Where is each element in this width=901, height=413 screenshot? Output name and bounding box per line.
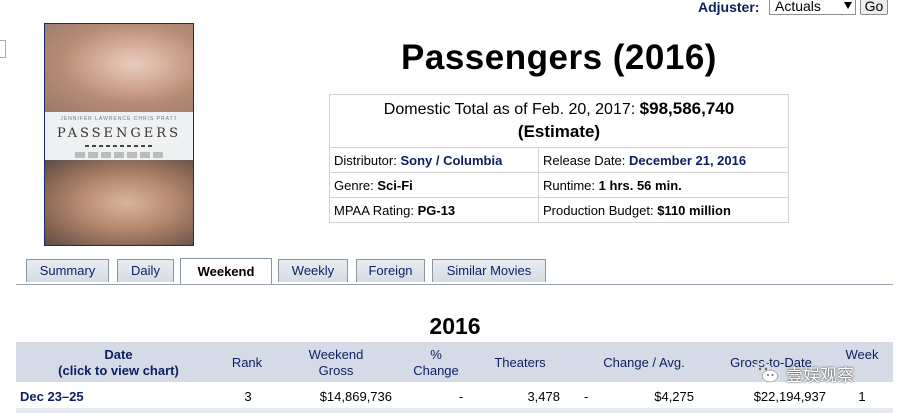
budget-label: Production Budget: (543, 202, 654, 218)
domestic-total-value: $98,586,740 (639, 99, 735, 118)
distributor-label: Distributor: (334, 152, 397, 168)
tab-summary[interactable]: Summary (26, 259, 109, 282)
watermark-text: 壹娱观察 (786, 365, 854, 385)
mpaa-cell: MPAA Rating: PG-13 (329, 197, 539, 223)
adjuster-select[interactable]: Actuals (769, 0, 856, 15)
distributor-cell: Distributor: Sony / Columbia (329, 147, 539, 173)
column-header-week[interactable]: Week (845, 347, 879, 362)
column-header-weekend-gross-line1: Weekend (308, 347, 364, 362)
tab-foreign[interactable]: Foreign (356, 259, 425, 282)
column-header-date-line1: Date (104, 347, 133, 362)
row-gross-to-date: $22,194,937 (753, 389, 826, 404)
movie-poster[interactable]: JENNIFER LAWRENCE CHRIS PRATT PASSENGERS (44, 23, 194, 246)
column-header-percent-change[interactable]: % Change (411, 347, 461, 379)
column-header-rank[interactable]: Rank (231, 355, 263, 370)
year-heading: 2016 (429, 313, 481, 339)
tab-weekend[interactable]: Weekend (180, 258, 272, 284)
tab-daily[interactable]: Daily (117, 259, 174, 282)
adjuster-label: Adjuster: (698, 0, 760, 15)
poster-title: PASSENGERS (57, 126, 181, 141)
next-row-band (16, 408, 893, 413)
poster-fine-print (75, 152, 165, 158)
column-header-percent-change-line1: % (430, 347, 442, 362)
left-edge-fragment (0, 40, 6, 58)
mpaa-label: MPAA Rating: (334, 202, 414, 218)
domestic-total-note: (Estimate) (517, 122, 601, 141)
column-header-theaters[interactable]: Theaters (494, 355, 546, 370)
view-tabs: Summary Daily Weekend Weekly Foreign Sim… (16, 258, 893, 285)
release-date-cell: Release Date: December 21, 2016 (538, 147, 789, 173)
budget-value: $110 million (657, 202, 731, 218)
release-date-label: Release Date: (543, 152, 626, 168)
page-title: Passengers (2016) (401, 38, 717, 77)
mpaa-value: PG-13 (417, 202, 456, 218)
table-row: Dec 23–25 3 $14,869,736 - 3,478 - $4,275… (16, 384, 893, 408)
row-rank: 3 (244, 389, 252, 404)
adjuster-selected-value: Actuals (775, 0, 821, 14)
genre-cell: Genre: Sci-Fi (329, 172, 539, 198)
release-date-link[interactable]: December 21, 2016 (629, 152, 747, 168)
budget-cell: Production Budget: $110 million (538, 197, 789, 223)
go-button[interactable]: Go (860, 0, 888, 15)
row-theaters: 3,478 (527, 389, 560, 404)
poster-credits: JENNIFER LAWRENCE CHRIS PRATT (60, 116, 178, 122)
poster-dots (85, 145, 155, 147)
runtime-label: Runtime: (543, 177, 596, 193)
domestic-total-cell: Domestic Total as of Feb. 20, 2017: $98,… (329, 94, 789, 148)
row-weekend-gross: $14,869,736 (319, 389, 392, 404)
column-header-percent-change-line2: Change (413, 363, 459, 378)
runtime-cell: Runtime: 1 hrs. 56 min. (538, 172, 789, 198)
row-theater-change: - (584, 389, 589, 404)
column-header-weekend-gross[interactable]: Weekend Gross (301, 347, 371, 379)
genre-label: Genre: (334, 177, 374, 193)
column-header-date-line2: (click to view chart) (58, 363, 179, 378)
chevron-down-icon (844, 2, 852, 9)
genre-value: Sci-Fi (377, 177, 413, 193)
poster-top-face (45, 24, 193, 112)
wechat-icon (753, 362, 778, 383)
row-week: 1 (858, 389, 866, 404)
row-average: $4,275 (654, 389, 694, 404)
table-header: Date (click to view chart) Rank Weekend … (16, 342, 893, 382)
column-header-change-avg[interactable]: Change / Avg. (603, 355, 685, 370)
movie-info-table: Domestic Total as of Feb. 20, 2017: $98,… (329, 94, 789, 223)
poster-bottom-face (45, 160, 193, 245)
row-percent-change: - (458, 389, 464, 404)
watermark: 壹娱观察 (752, 358, 854, 388)
column-header-gross-to-date[interactable]: Gross-to-Date (730, 355, 812, 370)
distributor-link[interactable]: Sony / Columbia (400, 152, 503, 168)
tab-similar-movies[interactable]: Similar Movies (432, 259, 546, 282)
runtime-value: 1 hrs. 56 min. (598, 177, 682, 193)
column-header-weekend-gross-line2: Gross (318, 363, 354, 378)
tab-weekly[interactable]: Weekly (278, 259, 348, 282)
domestic-total-label: Domestic Total as of Feb. 20, 2017: (383, 101, 636, 118)
row-date-link[interactable]: Dec 23–25 (20, 389, 84, 404)
column-header-date[interactable]: Date (click to view chart) (16, 347, 221, 379)
